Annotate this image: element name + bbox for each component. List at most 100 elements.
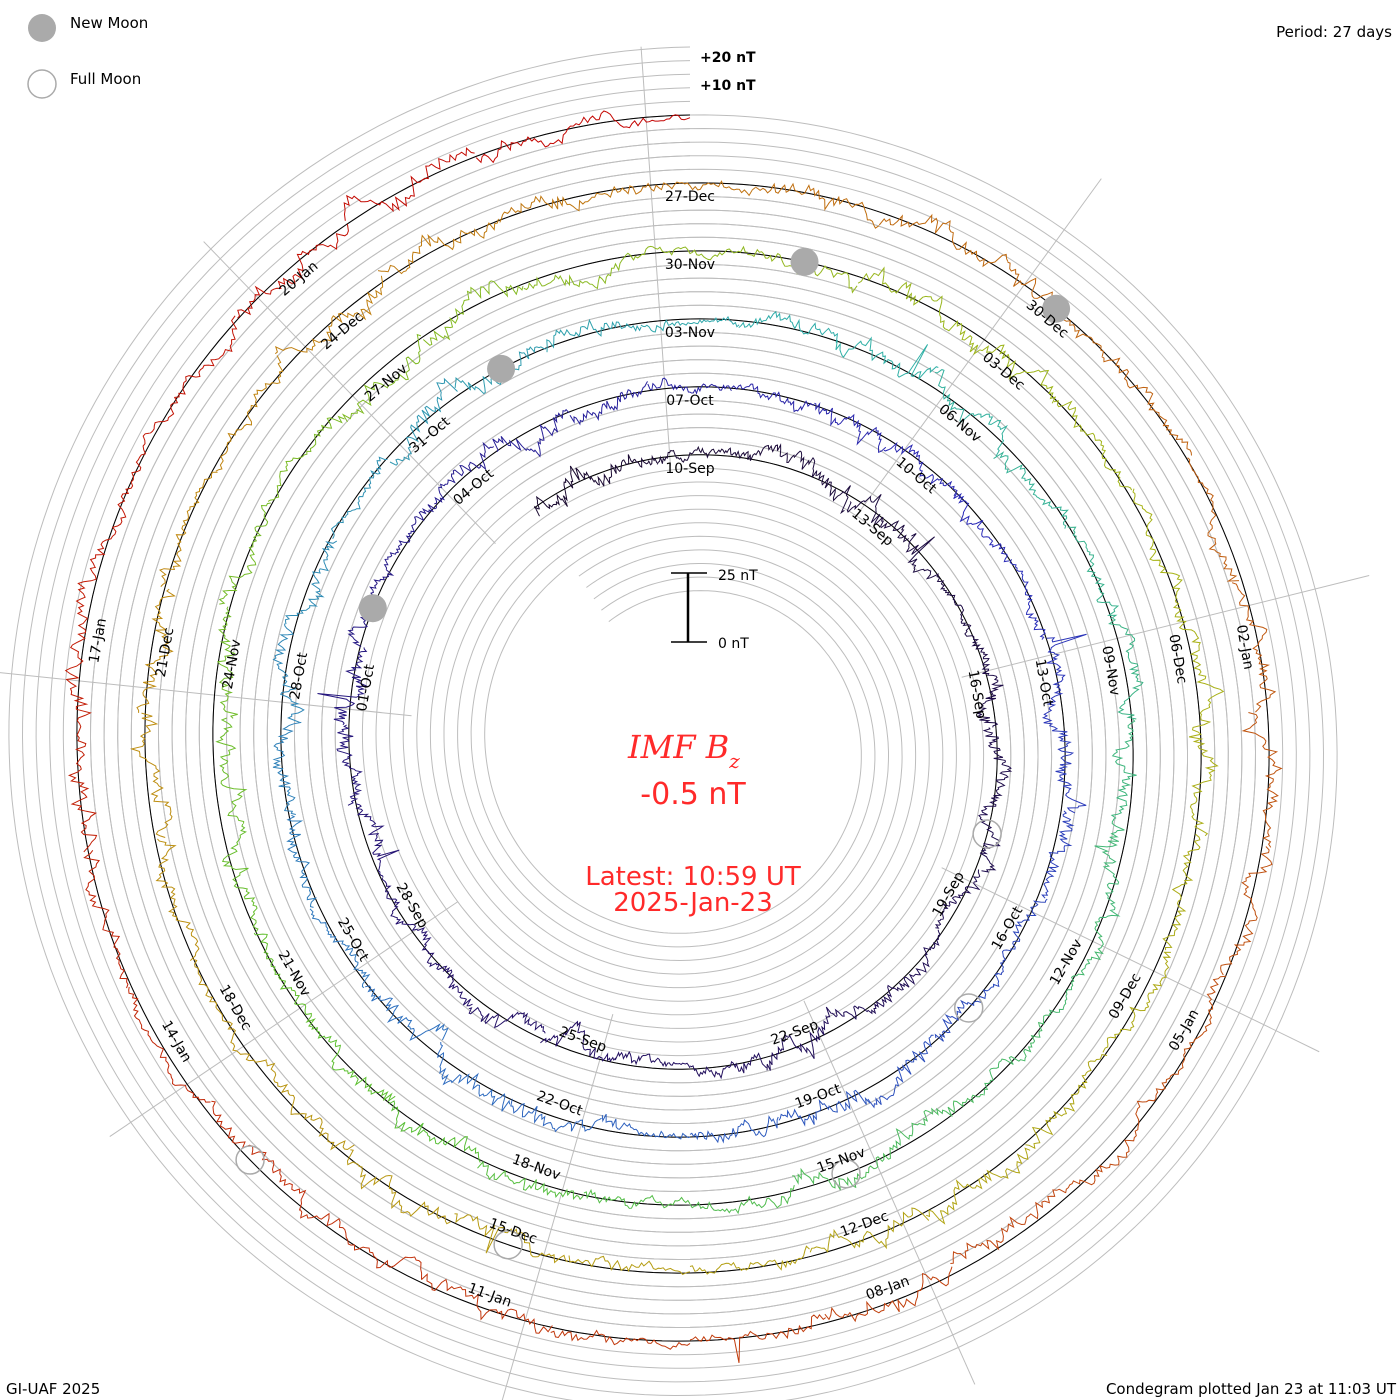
bz-series-segment <box>309 908 371 989</box>
bz-series-segment <box>993 451 1069 529</box>
bz-series-segment <box>421 938 473 1007</box>
bz-series-segment <box>434 441 495 505</box>
bz-series-segment <box>272 623 305 723</box>
bz-series-segment <box>1009 559 1046 640</box>
date-label: 01-Oct <box>354 663 378 713</box>
date-label: 06-Nov <box>935 401 984 446</box>
bz-series-segment <box>336 724 363 806</box>
radial-spoke <box>0 672 412 717</box>
date-label: 06-Dec <box>1165 633 1189 685</box>
full-moon-marker <box>953 993 984 1023</box>
bz-series-segment <box>835 336 939 380</box>
new-moon-marker <box>1042 294 1071 323</box>
bz-series-segment <box>1132 488 1183 600</box>
date-label: 13-Sep <box>848 506 896 550</box>
bz-series-segment <box>647 377 732 395</box>
latest-time: Latest: 10:59 UT <box>585 862 801 892</box>
bz-series-segment <box>689 1313 826 1363</box>
bz-series-segment <box>1041 633 1087 725</box>
bz-series-segment <box>754 182 880 229</box>
bz-series-segment <box>346 1149 451 1225</box>
bz-series-segment <box>731 383 814 413</box>
date-label: 13-Oct <box>1032 658 1056 708</box>
date-label: 28-Oct <box>287 651 311 701</box>
offset-label-10: +10 nT <box>700 78 756 94</box>
bz-series-segment <box>1048 723 1087 814</box>
bz-series-segment <box>155 838 200 961</box>
bz-series-segment <box>523 252 634 291</box>
bz-series-segment <box>355 803 400 878</box>
offset-label-20: +20 nT <box>700 50 756 66</box>
date-label: 25-Sep <box>557 1024 609 1056</box>
bz-series-segment <box>383 504 437 570</box>
bz-series-segment <box>454 1213 568 1264</box>
bz-series-segment <box>1172 599 1225 716</box>
bz-series-segment <box>893 929 941 992</box>
bz-series-segment <box>778 1089 871 1127</box>
grid-spiral <box>49 87 1297 1369</box>
bz-series-segment <box>1102 951 1172 1053</box>
date-label: 10-Sep <box>665 461 714 477</box>
moon-markers <box>235 247 1071 1260</box>
bz-series-segment <box>128 986 211 1103</box>
bz-series-segment <box>867 1034 934 1109</box>
new-moon-legend-icon <box>28 14 56 42</box>
baseline-spiral <box>76 114 1270 1342</box>
radial-spoke <box>803 1000 976 1385</box>
chart-title: IMF Bz <box>627 728 740 773</box>
credit-label: GI-UAF 2025 <box>6 1380 101 1398</box>
bz-series-segment <box>976 657 1004 728</box>
new-moon-legend-label: New Moon <box>70 14 149 32</box>
bz-series-segment <box>216 606 238 719</box>
grid-spiral <box>62 100 1284 1356</box>
bz-series-segment <box>857 266 963 335</box>
bz-series-segment <box>265 1060 355 1151</box>
date-label: 11-Jan <box>466 1280 514 1311</box>
bz-series-segment <box>689 1052 767 1080</box>
bz-series-segment <box>689 1184 795 1215</box>
bz-series-segment <box>846 493 910 543</box>
bz-series-segment <box>343 147 475 221</box>
bz-series-segment <box>892 1094 984 1150</box>
bz-series-segment <box>267 415 345 502</box>
date-label: 19-Oct <box>793 1081 844 1112</box>
bz-series-segment <box>533 465 595 517</box>
full-moon-marker <box>493 1229 523 1260</box>
bz-series-segment <box>215 355 284 472</box>
period-label: Period: 27 days <box>1276 23 1392 41</box>
date-label: 30-Nov <box>665 257 715 273</box>
bz-series-segment <box>640 315 740 333</box>
bz-series-segment <box>689 1245 810 1275</box>
bz-series-segment <box>211 1100 307 1211</box>
bz-series-segment <box>477 1160 584 1201</box>
bz-series-segment <box>1053 400 1133 491</box>
bz-series-segment <box>878 213 1009 268</box>
bz-series-segment <box>381 877 432 941</box>
bz-series-segment <box>883 441 958 497</box>
bz-series-segment <box>766 1015 829 1071</box>
bz-series-segment <box>1067 526 1120 620</box>
bz-series-segment <box>723 443 795 464</box>
bz-series-segment <box>1065 1092 1158 1193</box>
bz-series-segment <box>983 1012 1051 1096</box>
date-label: 22-Sep <box>769 1017 821 1049</box>
bz-series-segment <box>389 377 458 466</box>
full-moon-legend-icon <box>27 69 57 99</box>
bz-series-segment <box>1110 718 1137 821</box>
bz-series-segment <box>1155 975 1227 1094</box>
bz-series-segment <box>215 717 248 824</box>
bz-series-segment <box>1162 833 1201 951</box>
bz-series-segment <box>593 454 658 487</box>
bz-series-segment <box>129 712 173 838</box>
bz-series-segment <box>656 445 725 465</box>
bz-series-segment <box>64 566 97 710</box>
bz-series-segment <box>546 318 642 353</box>
bz-series-segment <box>953 492 1009 563</box>
new-moon-marker <box>487 354 516 383</box>
date-label: 14-Jan <box>158 1018 194 1065</box>
bz-series-segment <box>377 218 499 275</box>
bz-series-segment <box>982 727 1013 799</box>
date-label: 05-Jan <box>1166 1007 1202 1054</box>
scale-bar: 25 nT 0 nT <box>671 568 758 652</box>
bz-series-segment <box>193 958 268 1063</box>
